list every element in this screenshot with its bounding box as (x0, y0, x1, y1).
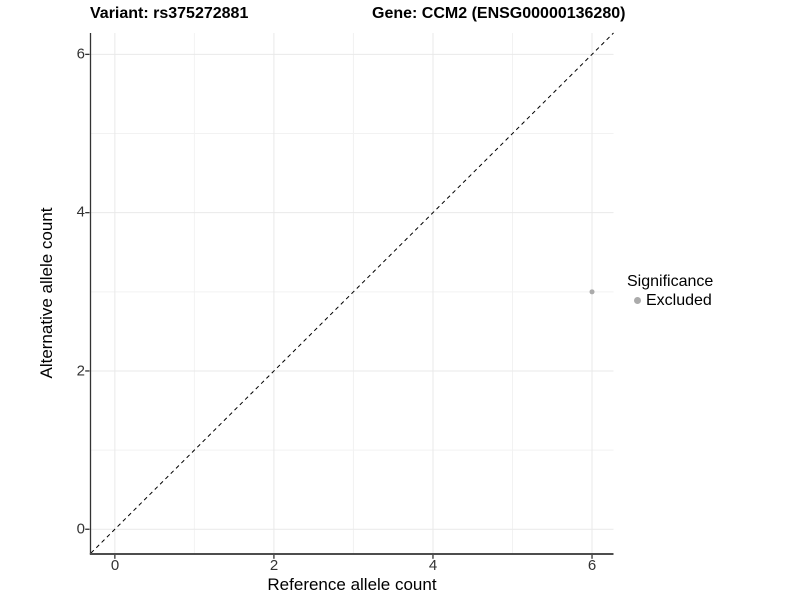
x-tick-label-6: 6 (587, 557, 597, 574)
plot-title-gene: Gene: CCM2 (ENSG00000136280) (372, 5, 626, 22)
x-tick-label-0: 0 (110, 557, 120, 574)
y-tick-label-6: 6 (76, 45, 85, 63)
x-tick-label-4: 4 (428, 557, 438, 574)
x-axis-title: Reference allele count (267, 575, 437, 594)
x-tick-label-2: 2 (269, 557, 279, 574)
legend: Significance Excluded (627, 272, 713, 310)
plot-title-variant: Variant: rs375272881 (90, 5, 249, 22)
y-tick-label-0: 0 (76, 520, 85, 538)
y-tick-label-4: 4 (76, 203, 85, 221)
y-tick-label-2: 2 (76, 362, 85, 380)
legend-item-excluded: Excluded (627, 291, 713, 310)
data-point (589, 289, 595, 295)
y-axis-title-text: Alternative allele count (37, 207, 56, 379)
identity-line (90, 32, 614, 554)
legend-title: Significance (627, 273, 714, 290)
excluded-point-icon (634, 297, 641, 304)
legend-item-label: Excluded (646, 292, 712, 309)
